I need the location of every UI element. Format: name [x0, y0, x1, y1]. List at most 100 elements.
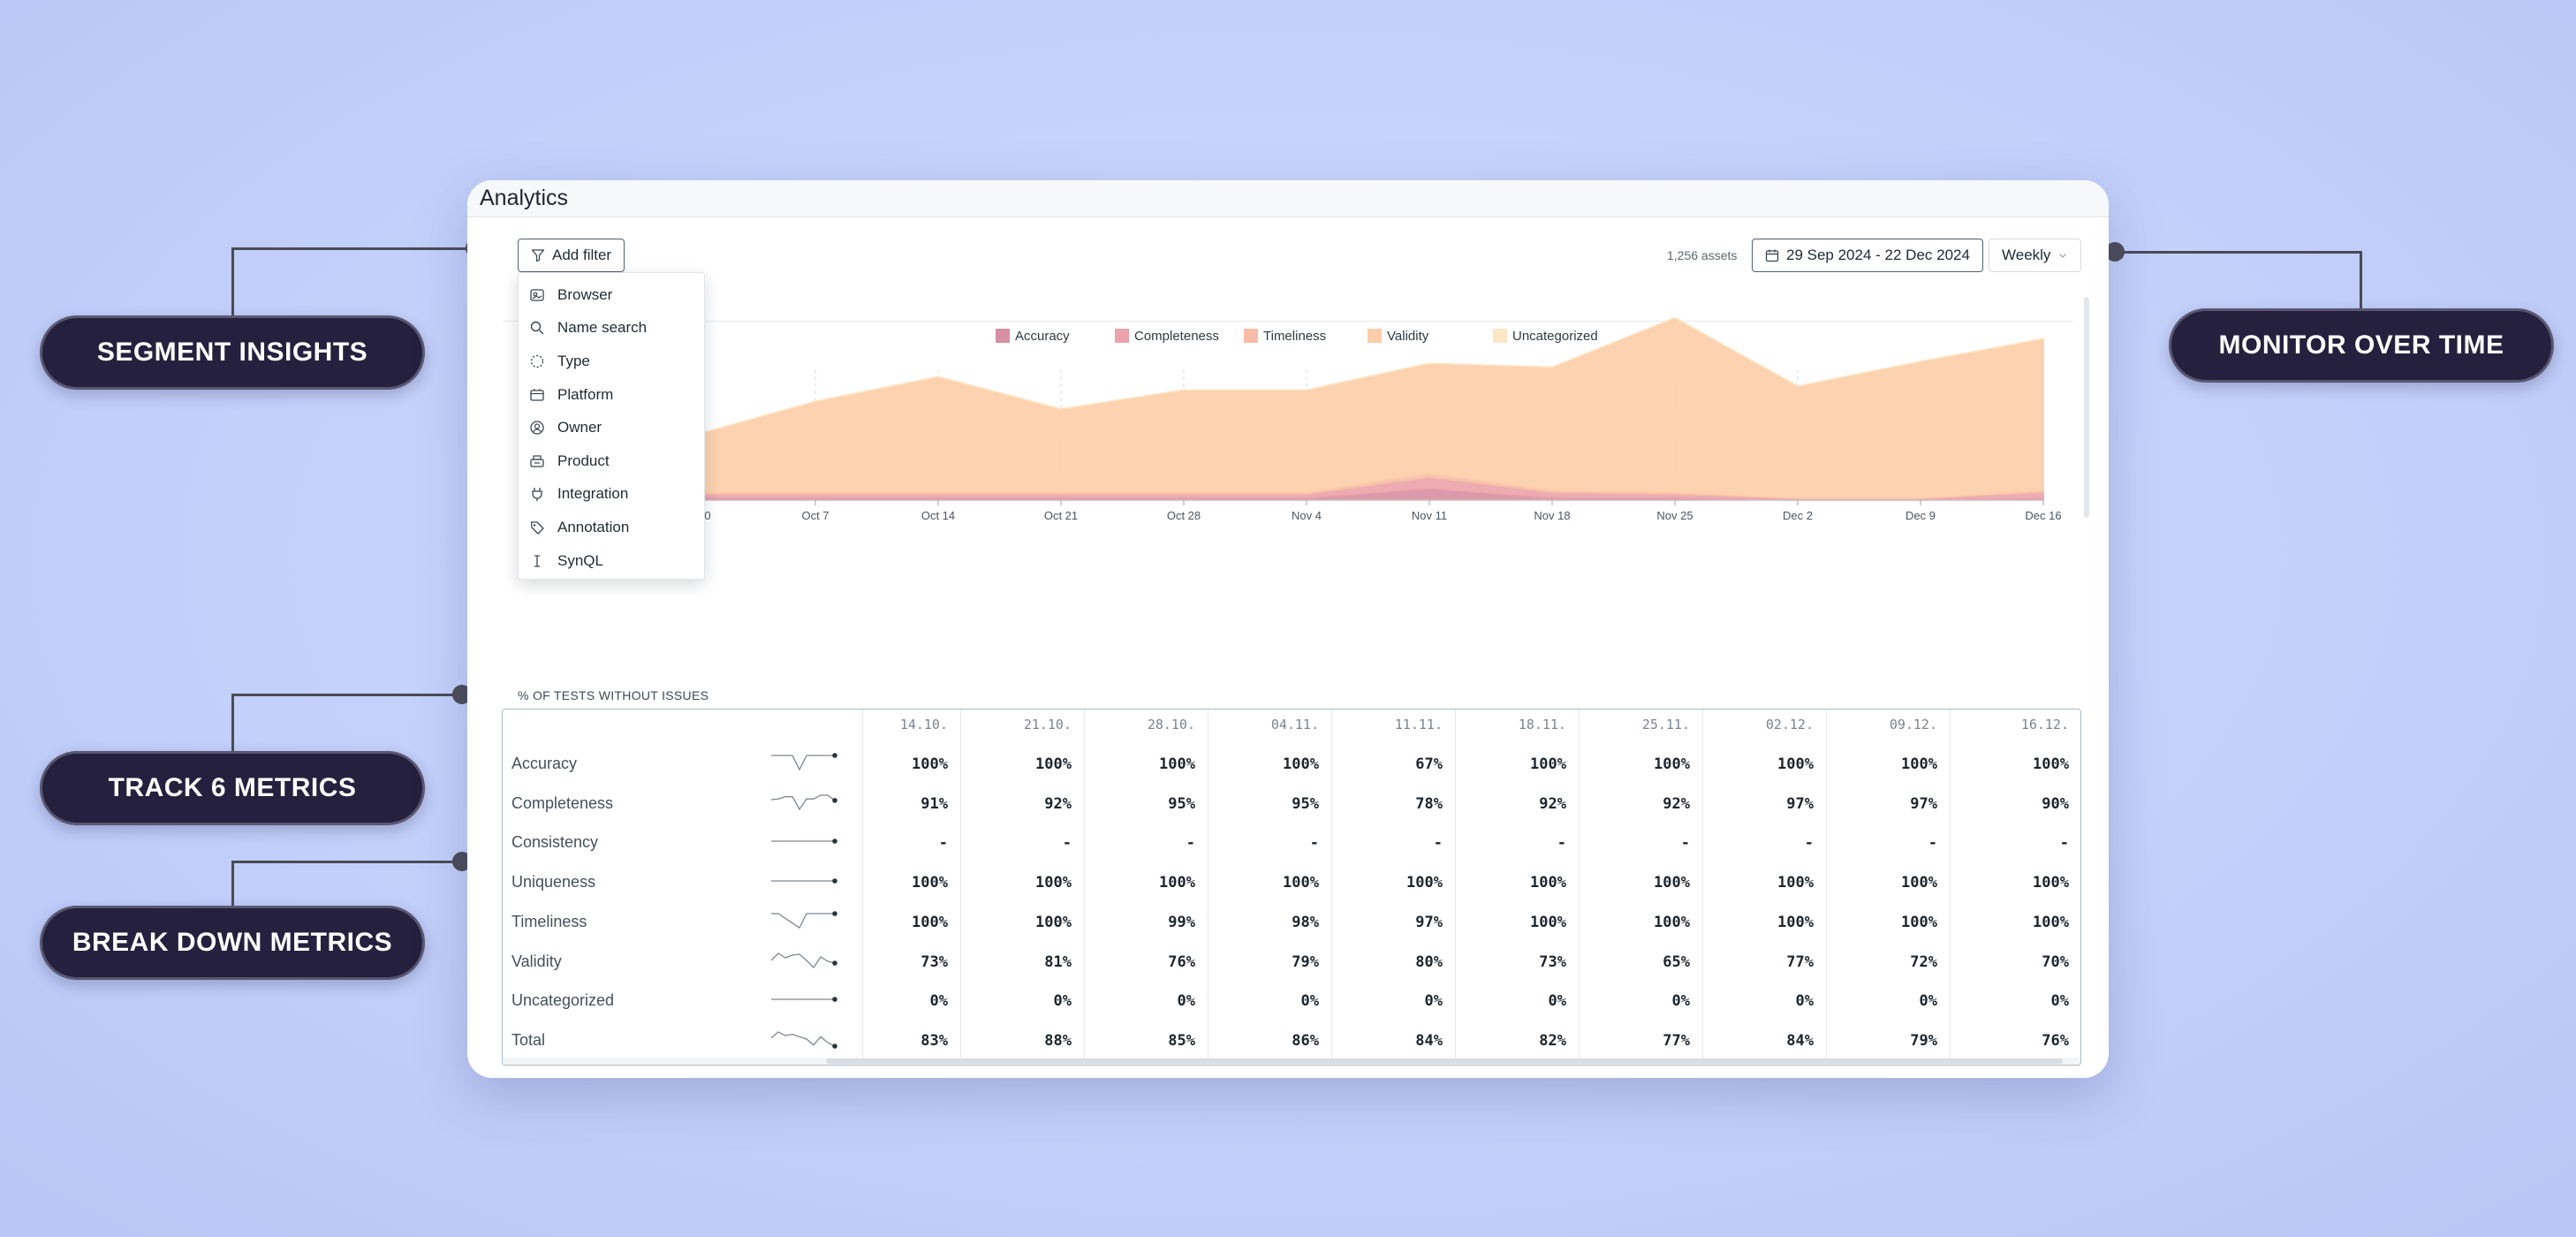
- table-cell: -: [1804, 834, 1814, 853]
- table-cell: -: [1062, 834, 1072, 853]
- sparkline-uncategorized: [771, 997, 837, 1002]
- filter-option-annotation[interactable]: Annotation: [519, 511, 704, 544]
- x-tick-label: Nov 4: [1292, 509, 1322, 522]
- x-tick-label: Dec 16: [2025, 509, 2061, 522]
- week-column: 18.11. 100% 92% - 100% 100% 73% 0% 82%: [1456, 710, 1580, 1065]
- legend-label: Completeness: [1134, 329, 1219, 344]
- filter-option-label: SynQL: [557, 551, 603, 569]
- table-cell: 100%: [1035, 755, 1072, 773]
- table-cell: 95%: [1292, 794, 1319, 813]
- table-cell: 0%: [1300, 992, 1319, 1011]
- table-cell: 84%: [1415, 1031, 1443, 1050]
- dashed-circle-icon: [529, 353, 545, 369]
- table-cell: 99%: [1168, 913, 1195, 931]
- table-cell: 100%: [1901, 874, 1937, 892]
- table-cell: 100%: [1530, 874, 1566, 892]
- table-cell: 73%: [1539, 952, 1566, 971]
- legend-item-validity[interactable]: Validity: [1368, 329, 1429, 344]
- legend-label: Timeliness: [1263, 329, 1326, 344]
- date-range-label: 29 Sep 2024 - 22 Dec 2024: [1786, 247, 1970, 263]
- column-header: 11.11.: [1394, 717, 1443, 732]
- date-range-button[interactable]: 29 Sep 2024 - 22 Dec 2024: [1752, 239, 1983, 272]
- filter-option-label: Type: [557, 352, 590, 369]
- sparkline-path: [770, 1031, 836, 1047]
- legend-swatch: [1115, 329, 1129, 343]
- week-column: 16.12. 100% 90% - 100% 100% 70% 0% 76%: [1951, 710, 2080, 1065]
- legend-item-accuracy[interactable]: Accuracy: [996, 329, 1070, 344]
- table-cell: 100%: [2033, 913, 2069, 931]
- table-cell: 0%: [1177, 992, 1195, 1011]
- connector-dot-track: [452, 685, 472, 704]
- table-cell: 0%: [929, 992, 948, 1011]
- filter-option-product[interactable]: Product: [519, 444, 704, 478]
- table-cell: 100%: [912, 913, 948, 931]
- table-scrollbar-thumb[interactable]: [826, 1059, 2063, 1064]
- week-column: 04.11. 100% 95% - 100% 98% 79% 0% 86%: [1208, 710, 1332, 1065]
- user-icon: [529, 420, 545, 436]
- sparkline-validity: [770, 952, 837, 968]
- window-header: Analytics: [467, 180, 2109, 217]
- table-cell: 98%: [1292, 913, 1319, 931]
- filter-option-name-search[interactable]: Name search: [519, 312, 704, 345]
- legend-item-completeness[interactable]: Completeness: [1115, 329, 1219, 344]
- column-header: 21.10.: [1023, 717, 1072, 732]
- x-tick-label: Oct 28: [1167, 509, 1201, 522]
- table-cell: 100%: [1406, 874, 1443, 892]
- filter-option-synql[interactable]: SynQL: [519, 544, 704, 578]
- filter-option-browser[interactable]: Browser: [519, 278, 704, 312]
- legend-item-uncategorized[interactable]: Uncategorized: [1493, 329, 1598, 344]
- filter-option-owner[interactable]: Owner: [519, 411, 704, 444]
- assets-count: 1,256 assets: [1667, 248, 1738, 262]
- search-icon: [529, 320, 545, 336]
- table-cell: -: [1186, 834, 1195, 853]
- table-cell: 100%: [1159, 874, 1195, 892]
- analytics-window: Analytics Add filter 1,256 assets 29 Sep…: [467, 180, 2109, 1078]
- add-filter-label: Add filter: [552, 247, 612, 263]
- table-cell: 100%: [1777, 874, 1814, 892]
- table-cell: 100%: [1901, 913, 1937, 931]
- column-header: 28.10.: [1147, 717, 1195, 732]
- sparkline-end-dot: [832, 910, 837, 916]
- x-tick-label: Oct 21: [1044, 509, 1078, 522]
- browser-icon: [529, 287, 545, 303]
- x-tick-label: Dec 9: [1905, 509, 1936, 522]
- filter-option-label: Browser: [557, 285, 613, 303]
- filter-option-platform[interactable]: Platform: [519, 378, 704, 412]
- table-cell: 100%: [1901, 755, 1937, 773]
- callout-segment-insights: SEGMENT INSIGHTS: [40, 315, 425, 390]
- column-header: 14.10.: [899, 717, 948, 732]
- table-horizontal-scrollbar[interactable]: [503, 1058, 2080, 1065]
- sparkline-path: [770, 794, 836, 810]
- filter-option-integration[interactable]: Integration: [519, 478, 704, 512]
- toolbar-divider: [503, 321, 2073, 322]
- sparkline-completeness: [770, 794, 837, 810]
- table-cell: 0%: [1795, 992, 1814, 1011]
- metric-label-timeliness: Timeliness: [511, 912, 587, 930]
- table-cell: 92%: [1663, 794, 1690, 813]
- table-cell: 88%: [1044, 1031, 1072, 1050]
- week-column: 25.11. 100% 92% - 100% 100% 65% 0% 77%: [1580, 710, 1703, 1065]
- filter-option-type[interactable]: Type: [519, 345, 704, 378]
- legend-item-timeliness[interactable]: Timeliness: [1244, 329, 1326, 344]
- table-cell: 78%: [1415, 794, 1443, 813]
- table-cell: 100%: [1777, 913, 1814, 931]
- chart-scrollbar[interactable]: [2084, 297, 2089, 518]
- table-cell: 100%: [1035, 913, 1072, 931]
- metrics-table: Accuracy Completeness Consistency Uniquenes…: [502, 709, 2081, 1066]
- metric-column: Accuracy Completeness Consistency Uniquenes…: [503, 710, 863, 1065]
- connector-dot-breakdown: [452, 852, 472, 871]
- table-cell: 100%: [912, 755, 948, 773]
- sparkline-path: [770, 952, 836, 968]
- add-filter-button[interactable]: Add filter: [518, 239, 625, 272]
- table-cell: 100%: [2033, 755, 2069, 773]
- x-tick-label: Nov 25: [1656, 509, 1693, 522]
- table-cell: 100%: [1654, 874, 1690, 892]
- table-cell: 91%: [921, 794, 948, 813]
- legend-label: Uncategorized: [1512, 329, 1598, 344]
- column-header: 18.11.: [1518, 717, 1566, 732]
- interval-label: Weekly: [2002, 247, 2051, 263]
- week-column: 09.12. 100% 97% - 100% 100% 72% 0% 79%: [1827, 710, 1951, 1065]
- interval-select[interactable]: Weekly: [1989, 239, 2082, 272]
- table-cell: 100%: [1777, 755, 1814, 773]
- table-cell: 100%: [1283, 874, 1319, 892]
